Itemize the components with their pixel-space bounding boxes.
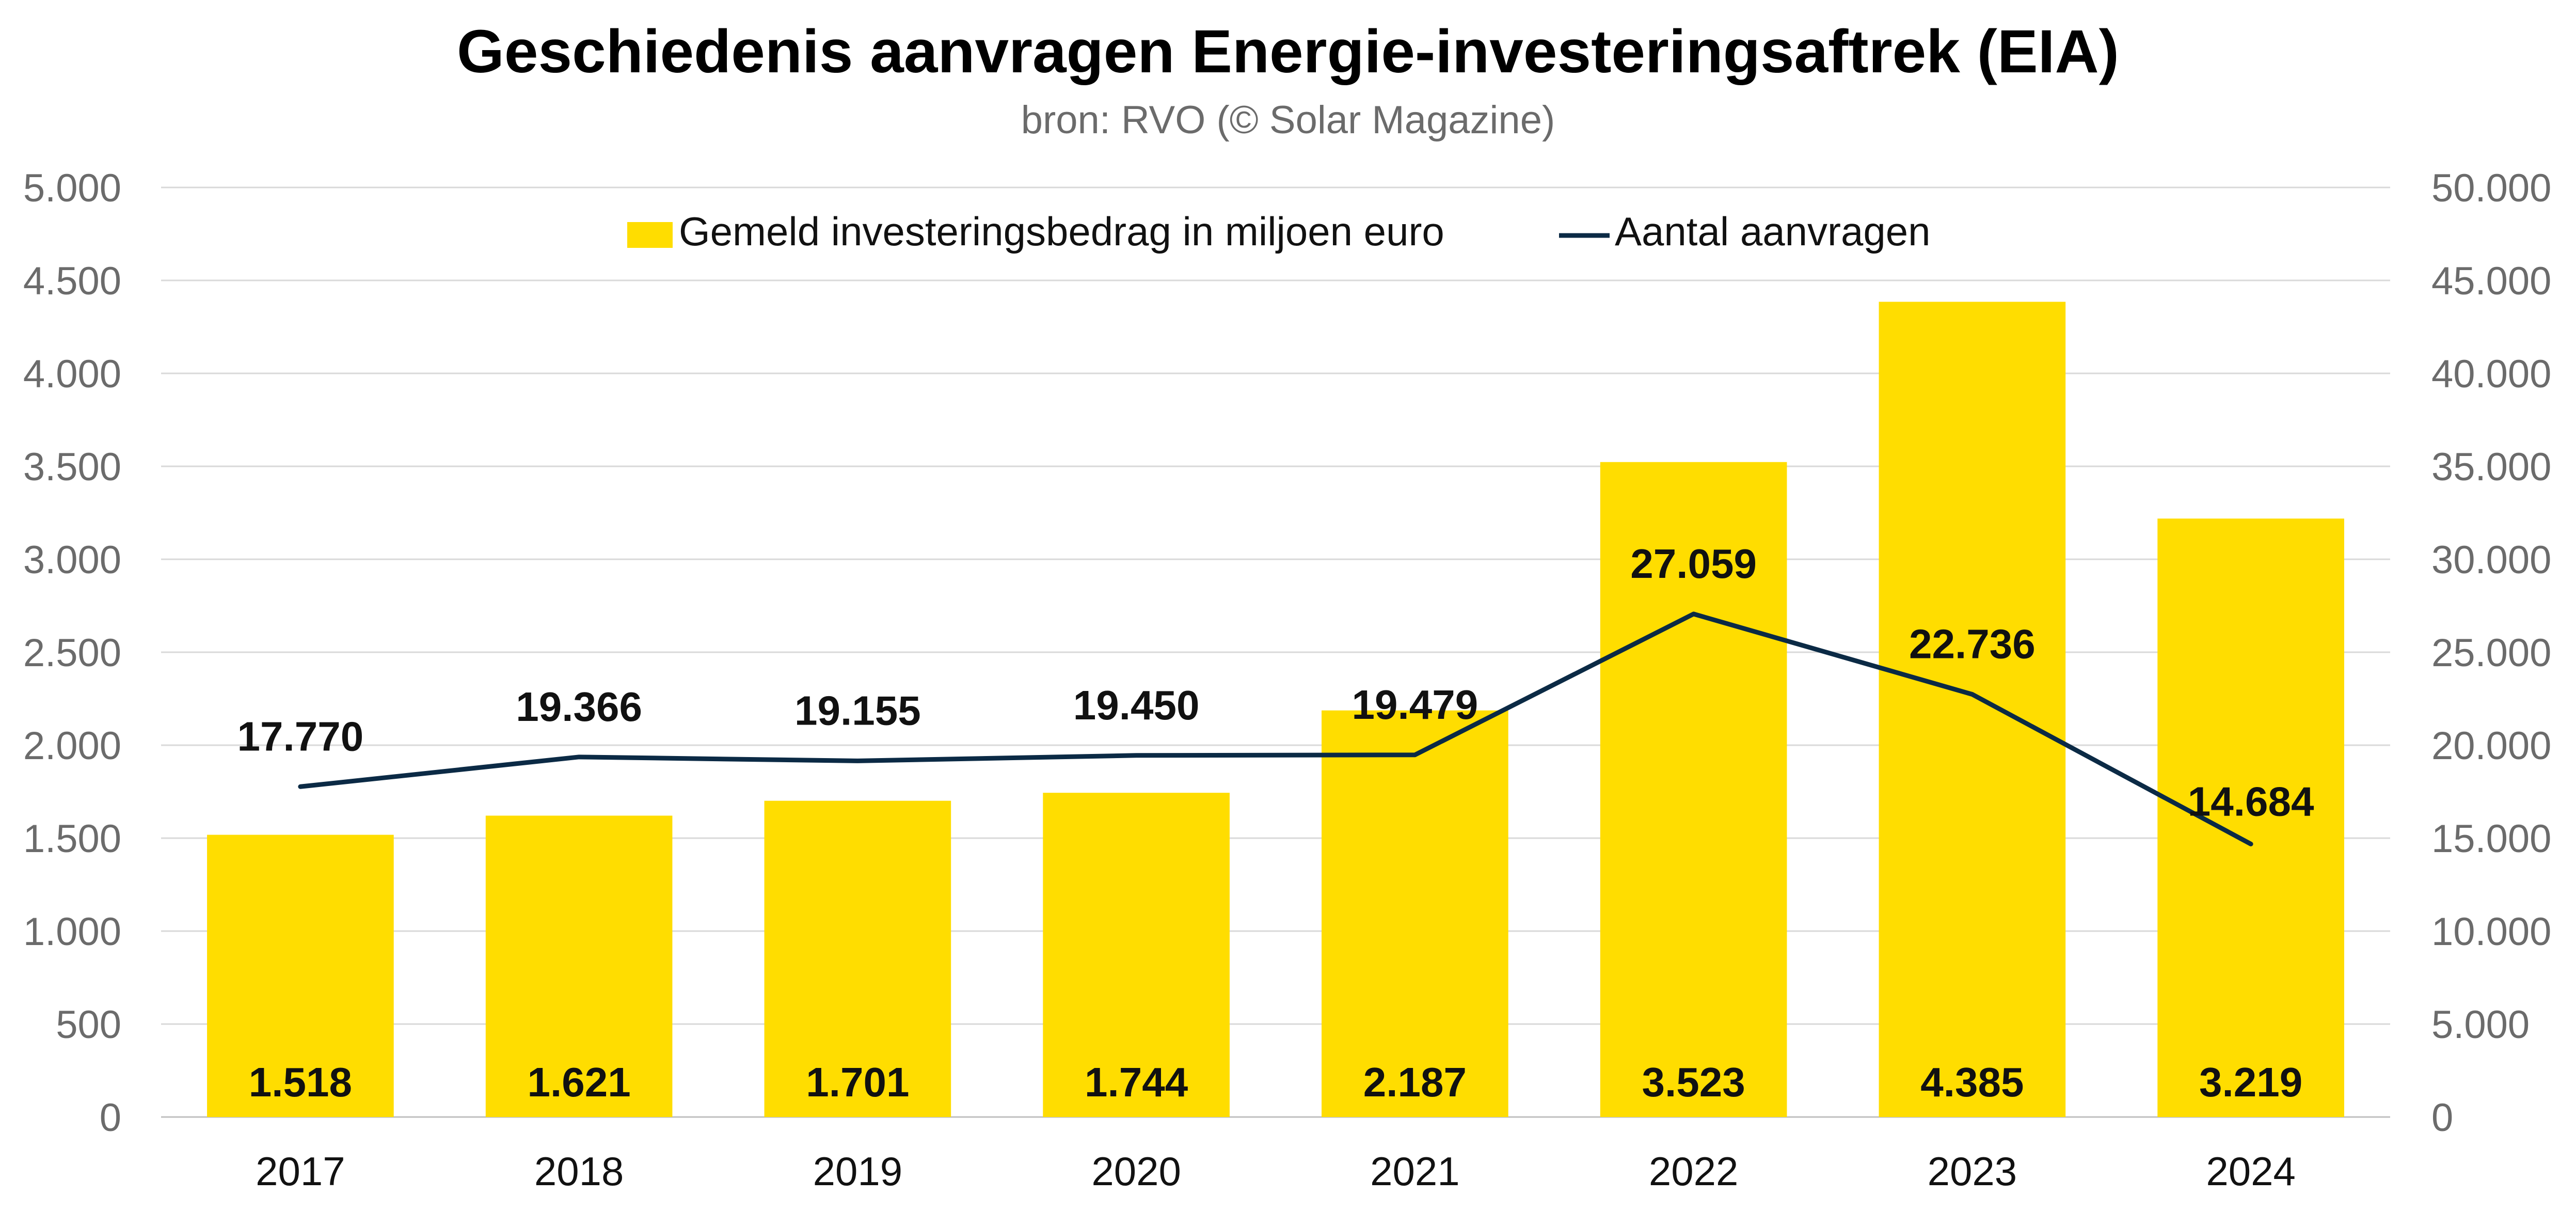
line-data-labels: 17.770 19.366 19.155 19.450 19.479 27.059 22.7… [237, 541, 2314, 825]
right-tick-label: 50.000 [2431, 166, 2551, 210]
chart-subtitle: bron: RVO (© Solar Magazine) [1021, 98, 1555, 142]
legend-line-label: Aantal aanvragen [1615, 209, 1930, 254]
line-point [1971, 694, 1973, 695]
legend-bar-swatch [627, 222, 673, 248]
line-data-label: 27.059 [1630, 541, 1757, 587]
bar-data-label: 1.744 [1085, 1059, 1188, 1105]
line-point [1414, 754, 1416, 756]
left-tick-label: 5.000 [23, 166, 121, 210]
line-path [298, 611, 2253, 846]
line-data-label: 19.450 [1073, 682, 1200, 728]
line-data-label: 19.366 [516, 684, 642, 730]
bar-data-label: 4.385 [1920, 1059, 2024, 1105]
chart-title: Geschiedenis aanvragen Energie-investeri… [457, 18, 2119, 86]
line-data-label: 19.155 [794, 687, 921, 733]
line-point [299, 786, 301, 788]
right-tick-label: 40.000 [2431, 352, 2551, 396]
right-tick-label: 30.000 [2431, 538, 2551, 582]
legend-bar-label: Gemeld investeringsbedrag in miljoen eur… [679, 209, 1444, 254]
left-tick-label: 500 [56, 1003, 121, 1047]
x-tick-label: 2021 [1370, 1149, 1460, 1194]
x-tick-label: 2019 [813, 1149, 903, 1194]
left-tick-label: 3.500 [23, 445, 121, 489]
left-tick-label: 4.500 [23, 259, 121, 303]
right-tick-label: 5.000 [2431, 1003, 2530, 1047]
line-point [1136, 754, 1137, 756]
left-tick-label: 2.000 [23, 724, 121, 768]
line-data-label: 22.736 [1909, 621, 2036, 667]
right-tick-label: 35.000 [2431, 445, 2551, 489]
left-tick-label: 4.000 [23, 352, 121, 396]
bar [207, 835, 394, 1117]
bar [1322, 710, 1508, 1117]
left-tick-label: 3.000 [23, 538, 121, 582]
right-tick-label: 0 [2431, 1096, 2453, 1140]
line-point [1693, 613, 1694, 615]
right-axis-ticks: 0 5.000 10.000 15.000 20.000 25.000 30.000 35.0… [2431, 166, 2551, 1140]
bars: 1.518 1.621 1.701 1.744 2.187 3.523 4.385 3.219 [207, 302, 2344, 1118]
left-tick-label: 0 [100, 1096, 121, 1140]
bar [1879, 302, 2066, 1117]
line-data-label: 17.770 [237, 713, 364, 759]
x-tick-label: 2020 [1091, 1149, 1181, 1194]
bar-data-label: 3.523 [1642, 1059, 1745, 1105]
bar [2157, 518, 2344, 1118]
line-data-label: 19.479 [1352, 682, 1478, 728]
line-point [857, 760, 858, 762]
bar [485, 815, 673, 1117]
right-tick-label: 45.000 [2431, 259, 2551, 303]
bar-data-label: 2.187 [1363, 1059, 1467, 1105]
bar-data-label: 1.621 [528, 1059, 631, 1105]
x-tick-label: 2018 [534, 1149, 624, 1194]
bar-data-label: 1.518 [249, 1059, 352, 1105]
x-tick-label: 2022 [1649, 1149, 1739, 1194]
line-point [578, 756, 580, 758]
x-tick-label: 2017 [256, 1149, 345, 1194]
right-tick-label: 15.000 [2431, 817, 2551, 861]
x-tick-label: 2023 [1928, 1149, 2017, 1194]
left-tick-label: 2.500 [23, 631, 121, 675]
left-axis-ticks: 0 500 1.000 1.500 2.000 2.500 3.000 3.500 4.000 4… [23, 166, 121, 1140]
x-tick-label: 2024 [2206, 1149, 2296, 1194]
bar [1600, 462, 1787, 1117]
bar [1043, 793, 1230, 1117]
right-tick-label: 10.000 [2431, 910, 2551, 954]
category-labels: 2017 2018 2019 2020 2021 2022 2023 2024 [256, 1149, 2296, 1194]
right-tick-label: 20.000 [2431, 724, 2551, 768]
bar-data-label: 1.701 [806, 1059, 909, 1105]
left-tick-label: 1.500 [23, 817, 121, 861]
right-tick-label: 25.000 [2431, 631, 2551, 675]
bar [764, 800, 951, 1117]
line-series [298, 611, 2253, 846]
legend: Gemeld investeringsbedrag in miljoen eur… [627, 209, 1930, 254]
line-data-label: 14.684 [2188, 778, 2314, 824]
line-point [2250, 843, 2252, 845]
bar-data-label: 3.219 [2199, 1059, 2302, 1105]
left-tick-label: 1.000 [23, 910, 121, 954]
